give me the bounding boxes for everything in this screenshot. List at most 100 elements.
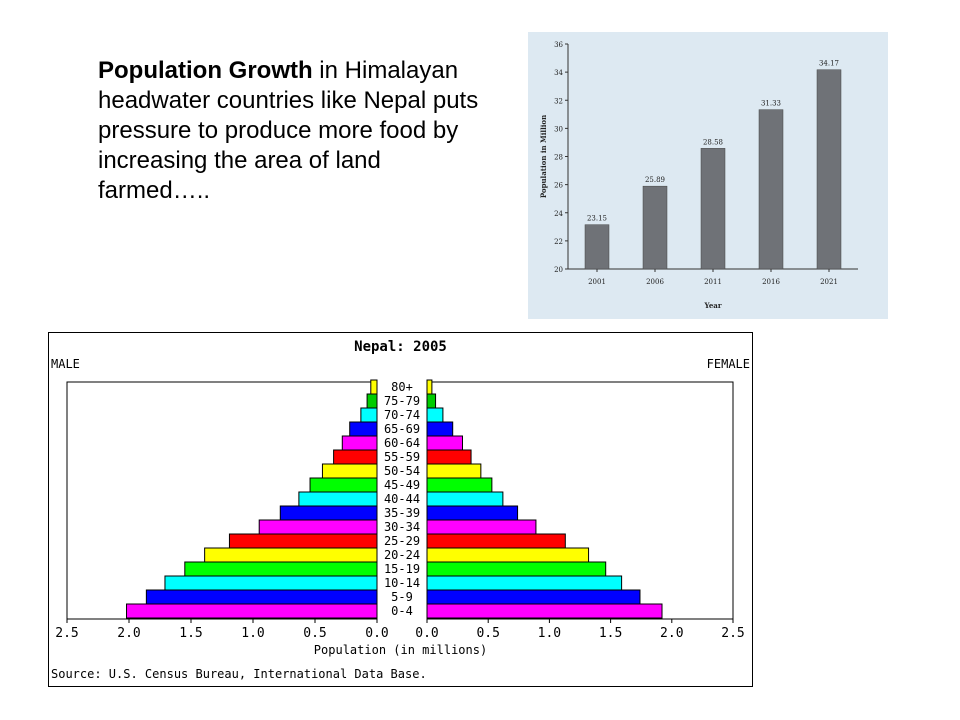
y-tick-label: 22: [554, 238, 563, 246]
age-group-label: 75-79: [384, 394, 420, 408]
female-x-tick-label: 0.0: [415, 626, 438, 641]
female-x-tick-label: 0.5: [476, 626, 499, 641]
male-bar: [298, 491, 378, 507]
pyramid-title: Nepal: 2005: [354, 339, 447, 355]
caption-bold: Population Growth: [98, 57, 313, 84]
male-bar: [126, 603, 378, 619]
age-group-label: 25-29: [384, 534, 420, 548]
age-group-label: 10-14: [384, 576, 420, 590]
female-bar: [426, 491, 504, 507]
female-bar: [426, 603, 663, 619]
pyramid-svg: Nepal: 2005 MALE FEMALE 80+75-7970-7465-696…: [51, 339, 750, 681]
bar-value-label: 28.58: [703, 138, 723, 146]
source-note: Source: U.S. Census Bureau, Internationa…: [51, 667, 427, 681]
female-bar: [426, 505, 519, 521]
y-tick-label: 34: [554, 69, 563, 77]
female-bar: [426, 477, 493, 493]
x-tick-label: 2021: [820, 278, 838, 286]
male-bar: [204, 547, 378, 563]
population-growth-bar-chart: 20 22 24 26 28 30 32 34 36 23.15 2001 25.89 2006 28.5…: [528, 32, 888, 319]
bar: [700, 148, 726, 270]
female-bar: [426, 561, 607, 577]
male-x-tick-label: 2.0: [117, 626, 140, 641]
pyramid-x-axis-title: Population (in millions): [314, 643, 487, 657]
male-bar: [333, 449, 378, 465]
female-x-tick-label: 2.0: [660, 626, 683, 641]
bar-value-label: 23.15: [587, 215, 607, 223]
male-bar: [366, 393, 378, 409]
male-bar: [360, 407, 378, 423]
male-bar: [228, 533, 378, 549]
age-group-label: 20-24: [384, 548, 420, 562]
female-x-tick-label: 1.0: [538, 626, 561, 641]
female-bar: [426, 379, 433, 395]
bar-value-label: 25.89: [645, 176, 665, 184]
male-bar: [349, 421, 378, 437]
bar: [758, 109, 784, 270]
age-group-label: 60-64: [384, 436, 420, 450]
age-group-label: 40-44: [384, 492, 420, 506]
male-bar: [184, 561, 378, 577]
female-x-tick-label: 1.5: [599, 626, 622, 641]
y-tick-label: 30: [554, 125, 563, 133]
age-group-label: 70-74: [384, 408, 420, 422]
age-group-label: 0-4: [391, 604, 413, 618]
y-tick-label: 26: [554, 182, 563, 190]
female-bar: [426, 519, 537, 535]
female-bar: [426, 435, 463, 451]
bar-chart-svg: 20 22 24 26 28 30 32 34 36 23.15 2001 25.89 2006 28.5…: [539, 41, 858, 310]
male-x-tick-label: 1.0: [241, 626, 264, 641]
x-tick-label: 2016: [762, 278, 780, 286]
male-bar: [370, 379, 378, 395]
age-group-label: 15-19: [384, 562, 420, 576]
bar: [642, 185, 668, 270]
male-bar: [309, 477, 378, 493]
population-pyramid-chart: Nepal: 2005 MALE FEMALE 80+ 75-79 70-74 65-69 6…: [48, 332, 753, 687]
x-axis-title: Year: [703, 301, 721, 310]
age-group-label: 45-49: [384, 478, 420, 492]
age-group-label: 65-69: [384, 422, 420, 436]
female-bar: [426, 421, 454, 437]
age-group-label: 30-34: [384, 520, 420, 534]
female-bar: [426, 575, 623, 591]
male-x-tick-label: 0.5: [303, 626, 326, 641]
y-tick-label: 28: [554, 154, 563, 162]
caption-rest: in Himalayan headwater countries like Ne…: [98, 57, 479, 204]
female-bar: [426, 463, 482, 479]
bar: [584, 224, 610, 270]
male-x-tick-label: 1.5: [179, 626, 202, 641]
caption-text: Population Growth in Himalayan headwater…: [98, 56, 498, 206]
female-bar: [426, 589, 641, 605]
y-tick-label: 20: [554, 266, 563, 274]
bar-value-label: 31.33: [761, 100, 781, 108]
male-label: MALE: [51, 357, 80, 371]
y-axis-title: Population in Million: [539, 115, 548, 198]
y-tick-label: 36: [554, 41, 563, 49]
bar: [816, 69, 842, 270]
female-label: FEMALE: [707, 357, 750, 371]
y-tick-label: 32: [554, 97, 563, 105]
female-bar: [426, 407, 444, 423]
male-bar: [145, 589, 378, 605]
age-group-label: 80+: [391, 380, 413, 394]
age-group-label: 55-59: [384, 450, 420, 464]
female-bar: [426, 533, 566, 549]
age-group-label: 5-9: [391, 590, 413, 604]
age-group-label: 50-54: [384, 464, 420, 478]
y-tick-label: 24: [554, 210, 563, 218]
male-bar: [279, 505, 378, 521]
male-x-tick-label: 0.0: [365, 626, 388, 641]
age-group-label: 35-39: [384, 506, 420, 520]
male-bar: [164, 575, 378, 591]
x-tick-label: 2001: [588, 278, 606, 286]
male-bar: [341, 435, 378, 451]
male-bar: [321, 463, 378, 479]
female-bar: [426, 547, 590, 563]
male-x-tick-label: 2.5: [55, 626, 78, 641]
female-bar: [426, 393, 437, 409]
bar-value-label: 34.17: [819, 60, 839, 68]
female-bar: [426, 449, 472, 465]
female-x-tick-label: 2.5: [721, 626, 744, 641]
x-tick-label: 2006: [646, 278, 664, 286]
x-tick-label: 2011: [704, 278, 722, 286]
